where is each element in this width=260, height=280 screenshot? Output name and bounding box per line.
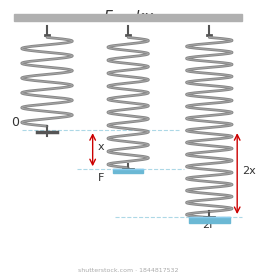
Text: x: x [98,142,104,152]
Text: 2F: 2F [202,220,215,230]
Text: shutterstock.com · 1844817532: shutterstock.com · 1844817532 [78,268,178,273]
Text: 2x: 2x [242,166,256,176]
Text: F = kx: F = kx [103,10,153,25]
Bar [14,14,242,21]
Bar [189,217,230,223]
Text: 0: 0 [11,116,20,129]
Text: F: F [98,173,104,183]
Bar [113,169,143,173]
